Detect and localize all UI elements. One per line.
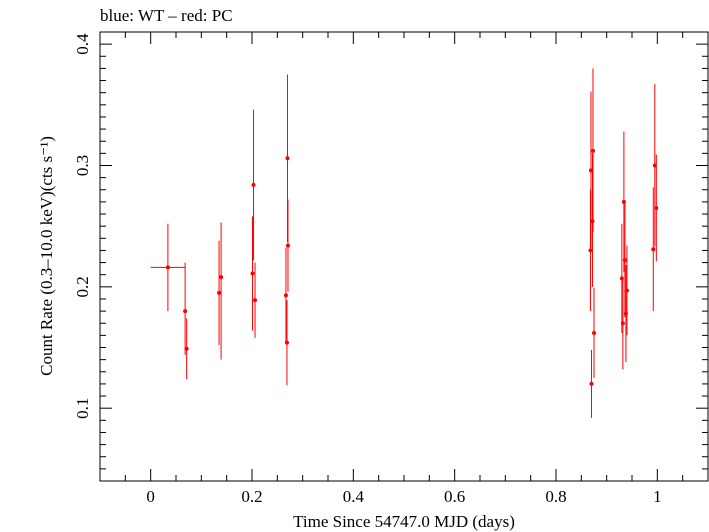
x-tick-label: 0.4 [343,487,365,506]
plot-frame [99,31,709,482]
data-point [283,293,288,298]
data-point [219,275,224,280]
data-point [590,219,595,224]
chart-title: blue: WT – red: PC [100,6,233,25]
data-point [165,265,170,270]
data-point [622,258,627,263]
y-axis-label: Count Rate (0.3–10.0 keV)(cts s⁻¹) [37,136,56,376]
x-tick-label: 0 [146,487,155,506]
data-point [284,340,289,345]
data-point [285,243,290,248]
axis-ticks-group: 0 0.2 0.4 0.6 0.8 1 0.1 0.2 0.3 0.4 [73,32,709,506]
axes-frame-group [99,31,709,482]
x-tick-label: 1 [653,487,662,506]
data-point [624,288,629,293]
x-axis-label: Time Since 54747.0 MJD (days) [293,512,515,531]
data-point [588,248,593,253]
data-point [590,148,595,153]
data-point [652,163,657,168]
data-point [654,205,659,210]
data-point [217,290,222,295]
data-point [588,168,593,173]
y-tick-label: 0.4 [73,33,92,55]
data-point [253,298,258,303]
x-tick-label: 0.2 [241,487,262,506]
data-points-group [150,68,659,418]
y-tick-label: 0.3 [73,155,92,176]
data-point [183,309,188,314]
data-point [251,182,256,187]
data-point [184,346,189,351]
x-tick-label: 0.6 [444,487,465,506]
data-point [250,271,255,276]
x-tick-label: 0.8 [545,487,566,506]
data-point [589,381,594,386]
y-tick-label: 0.1 [73,398,92,419]
y-tick-label: 0.2 [73,276,92,297]
data-point [285,156,290,161]
data-point [592,330,596,335]
data-point [620,321,625,326]
data-point [651,247,656,252]
